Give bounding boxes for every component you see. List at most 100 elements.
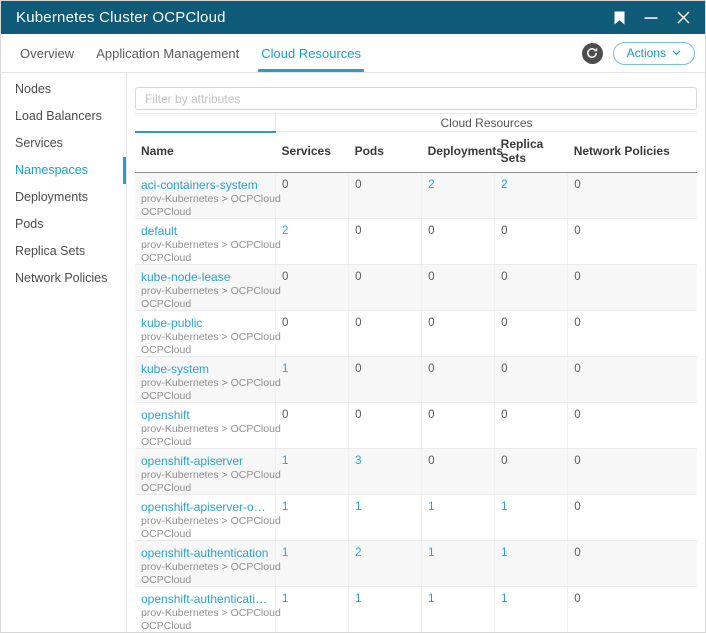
tab-application-management[interactable]: Application Management (96, 45, 240, 61)
network-policies-count: 0 (574, 501, 581, 513)
sidebar-item-deployments[interactable]: Deployments (15, 190, 88, 204)
namespace-link[interactable]: kube-system (141, 363, 210, 376)
row-provider-path: prov-Kubernetes > OCPCloud (141, 285, 281, 297)
pods-count[interactable]: 1 (355, 501, 362, 513)
namespace-link[interactable]: openshift-apiserver (141, 455, 244, 468)
column-header-replica-sets[interactable]: Replica Sets (494, 131, 568, 173)
services-count[interactable]: 1 (282, 501, 289, 513)
table-row: kube-public prov-Kubernetes > OCPCloud O… (135, 310, 697, 357)
sidebar-item-namespaces[interactable]: Namespaces (1, 157, 126, 184)
table-row: kube-system prov-Kubernetes > OCPCloud O… (135, 356, 697, 403)
deployments-count[interactable]: 1 (428, 593, 435, 605)
column-header-pods[interactable]: Pods (348, 131, 422, 173)
sidebar-item-load-balancers[interactable]: Load Balancers (15, 109, 102, 123)
row-provider-path: prov-Kubernetes > OCPCloud (141, 377, 281, 389)
pods-count: 0 (355, 363, 362, 375)
replica-sets-count[interactable]: 1 (501, 501, 508, 513)
refresh-icon (586, 47, 598, 59)
services-count[interactable]: 2 (282, 225, 289, 237)
row-provider-path: prov-Kubernetes > OCPCloud (141, 469, 281, 481)
services-count[interactable]: 1 (282, 547, 289, 559)
network-policies-count: 0 (574, 179, 581, 191)
replica-sets-count: 0 (501, 271, 508, 283)
tab-overview[interactable]: Overview (20, 45, 75, 61)
actions-button-label: Actions (626, 46, 666, 60)
namespace-link[interactable]: kube-public (141, 317, 203, 330)
row-provider-path: prov-Kubernetes > OCPCloud (141, 193, 281, 205)
table-row: openshift-authentication-operator prov-K… (135, 586, 697, 632)
sidebar-item-replica-sets[interactable]: Replica Sets (15, 244, 86, 258)
row-provider-path: prov-Kubernetes > OCPCloud (141, 607, 281, 619)
services-count[interactable]: 1 (282, 455, 289, 467)
sidebar-item-pods[interactable]: Pods (15, 217, 44, 231)
network-policies-count: 0 (574, 593, 581, 605)
namespace-link[interactable]: aci-containers-system (141, 179, 258, 192)
services-count: 0 (282, 271, 289, 283)
row-provider-path: prov-Kubernetes > OCPCloud (141, 331, 281, 343)
column-header-name[interactable]: Name (135, 131, 276, 173)
deployments-count: 0 (428, 317, 435, 329)
pods-count[interactable]: 2 (355, 547, 362, 559)
main-content: Cloud Resources NameServicesPodsDeployme… (127, 73, 705, 632)
row-provider-path: prov-Kubernetes > OCPCloud (141, 561, 281, 573)
replica-sets-count[interactable]: 1 (501, 593, 508, 605)
namespace-link[interactable]: default (141, 225, 178, 238)
deployments-count: 0 (428, 271, 435, 283)
network-policies-count: 0 (574, 409, 581, 421)
refresh-button[interactable] (581, 42, 603, 64)
tabbar-actions: Actions (581, 34, 697, 72)
row-cloud-name: OCPCloud (141, 620, 192, 632)
table-body: aci-containers-system prov-Kubernetes > … (135, 172, 697, 632)
namespace-link[interactable]: openshift-authentication (141, 547, 269, 560)
sidebar-item-nodes[interactable]: Nodes (15, 82, 52, 96)
network-policies-count: 0 (574, 271, 581, 283)
namespace-link[interactable]: openshift (141, 409, 190, 422)
window-title: Kubernetes Cluster OCPCloud (16, 9, 226, 26)
actions-button[interactable]: Actions (612, 41, 695, 65)
pods-count[interactable]: 3 (355, 455, 362, 467)
deployments-count[interactable]: 2 (428, 179, 435, 191)
pods-count: 0 (355, 409, 362, 421)
chevron-down-icon (672, 50, 681, 56)
replica-sets-count: 0 (501, 225, 508, 237)
close-icon[interactable] (677, 11, 690, 24)
group-header-label: Cloud Resources (275, 113, 697, 132)
row-cloud-name: OCPCloud (141, 436, 192, 448)
network-policies-count: 0 (574, 363, 581, 375)
column-header-row: Name Services Pods Deployments Replica Sets N… (135, 131, 697, 173)
services-count: 0 (282, 179, 289, 191)
row-cloud-name: OCPCloud (141, 390, 192, 402)
tab-cloud-resources[interactable]: Cloud Resources (250, 34, 372, 72)
tab-bar: Overview Application Management Cloud Re… (1, 34, 705, 73)
namespace-link[interactable]: openshift-apiserver-operator (141, 501, 269, 514)
replica-sets-count[interactable]: 1 (501, 547, 508, 559)
services-count[interactable]: 1 (282, 363, 289, 375)
namespace-link[interactable]: kube-node-lease (141, 271, 231, 284)
deployments-count[interactable]: 1 (428, 501, 435, 513)
deployments-count[interactable]: 1 (428, 547, 435, 559)
pods-count: 0 (355, 317, 362, 329)
filter-input[interactable] (135, 87, 697, 110)
row-cloud-name: OCPCloud (141, 344, 192, 356)
sidebar-item-services[interactable]: Services (15, 136, 63, 150)
replica-sets-count[interactable]: 2 (501, 179, 508, 191)
column-header-deployments[interactable]: Deployments (421, 131, 503, 173)
resources-table: Cloud Resources Name Services Pods Deployme… (135, 113, 697, 632)
column-header-network-policies[interactable]: Network Policies (567, 131, 697, 173)
sidebar-item-network-policies[interactable]: Network Policies (15, 271, 108, 285)
deployments-count: 0 (428, 409, 435, 421)
filter-bar (135, 87, 697, 110)
namespace-link[interactable]: openshift-authentication-operator (141, 593, 269, 606)
bookmark-icon[interactable] (614, 11, 625, 25)
services-count[interactable]: 1 (282, 593, 289, 605)
pods-count[interactable]: 1 (355, 593, 362, 605)
tab-list: Overview Application Management Cloud Re… (9, 34, 372, 72)
pods-count: 0 (355, 271, 362, 283)
column-header-services[interactable]: Services (275, 131, 349, 173)
row-provider-path: prov-Kubernetes > OCPCloud (141, 515, 281, 527)
row-provider-path: prov-Kubernetes > OCPCloud (141, 239, 281, 251)
table-row: kube-node-lease prov-Kubernetes > OCPClo… (135, 264, 697, 311)
app-body: Nodes Load Balancers Services Namespaces… (1, 73, 705, 632)
minimize-icon[interactable] (644, 11, 658, 25)
deployments-count: 0 (428, 225, 435, 237)
